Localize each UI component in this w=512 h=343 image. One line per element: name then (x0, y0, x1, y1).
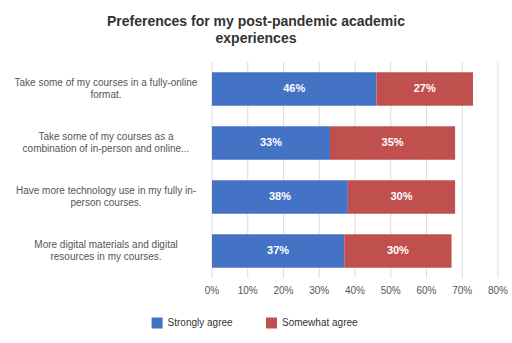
text-line: combination of in-person and online... (23, 143, 190, 154)
x-tick-label: 0% (205, 285, 220, 296)
title: Preferences for my post-pandemic academi… (107, 12, 405, 45)
x-tick-label: 40% (345, 285, 365, 296)
data-label: 30% (390, 190, 412, 202)
legend-label: Strongly agree (168, 317, 233, 328)
text-line: Take some of my courses as a (38, 131, 173, 142)
bar (344, 234, 451, 267)
category-label: Have more technology use in my fully in-… (16, 185, 196, 208)
text-line: resources in my courses. (50, 251, 161, 262)
x-tick-label: 60% (416, 285, 436, 296)
text-line: format. (90, 89, 121, 100)
bar (376, 72, 473, 105)
text-line: person courses. (70, 197, 141, 208)
x-tick-label: 50% (381, 285, 401, 296)
data-label: 30% (387, 244, 409, 256)
grid (212, 62, 498, 278)
legend-swatch (152, 318, 163, 329)
text-line: Take some of my courses in a fully-onlin… (15, 77, 198, 88)
grid-line (498, 62, 499, 278)
data-label: 38% (269, 190, 291, 202)
text-line: experiences (216, 29, 297, 45)
category-label: Take some of my courses in a fully-onlin… (15, 77, 198, 100)
text-line: Have more technology use in my fully in- (16, 185, 196, 196)
x-tick-label: 20% (273, 285, 293, 296)
x-tick-label: 30% (309, 285, 329, 296)
data-label: 33% (260, 136, 282, 148)
legend-swatch (266, 318, 277, 329)
bar (212, 180, 348, 213)
bar (212, 126, 330, 159)
data-labels: 46% 27% 33% 35% 38% 30% 37% 30% (260, 82, 436, 256)
x-tick-label: 70% (452, 285, 472, 296)
category-label: Take some of my courses as acombination … (23, 131, 190, 154)
x-tick-label: 80% (488, 285, 508, 296)
bar (212, 72, 376, 105)
x-tick-label: 10% (238, 285, 258, 296)
data-label: 46% (283, 82, 305, 94)
legend: Strongly agree Somewhat agree (152, 317, 358, 329)
text-line: Preferences for my post-pandemic academi… (107, 12, 405, 28)
category-label: More digital materials and digitalresour… (34, 239, 177, 262)
bar (212, 234, 344, 267)
data-label: 27% (414, 82, 436, 94)
bar (330, 126, 455, 159)
data-label: 35% (382, 136, 404, 148)
chart: Preferences for my post-pandemic academi… (0, 0, 512, 343)
bar (348, 180, 455, 213)
legend-label: Somewhat agree (282, 317, 358, 328)
bars (212, 72, 473, 267)
text-line: More digital materials and digital (34, 239, 177, 250)
data-label: 37% (267, 244, 289, 256)
